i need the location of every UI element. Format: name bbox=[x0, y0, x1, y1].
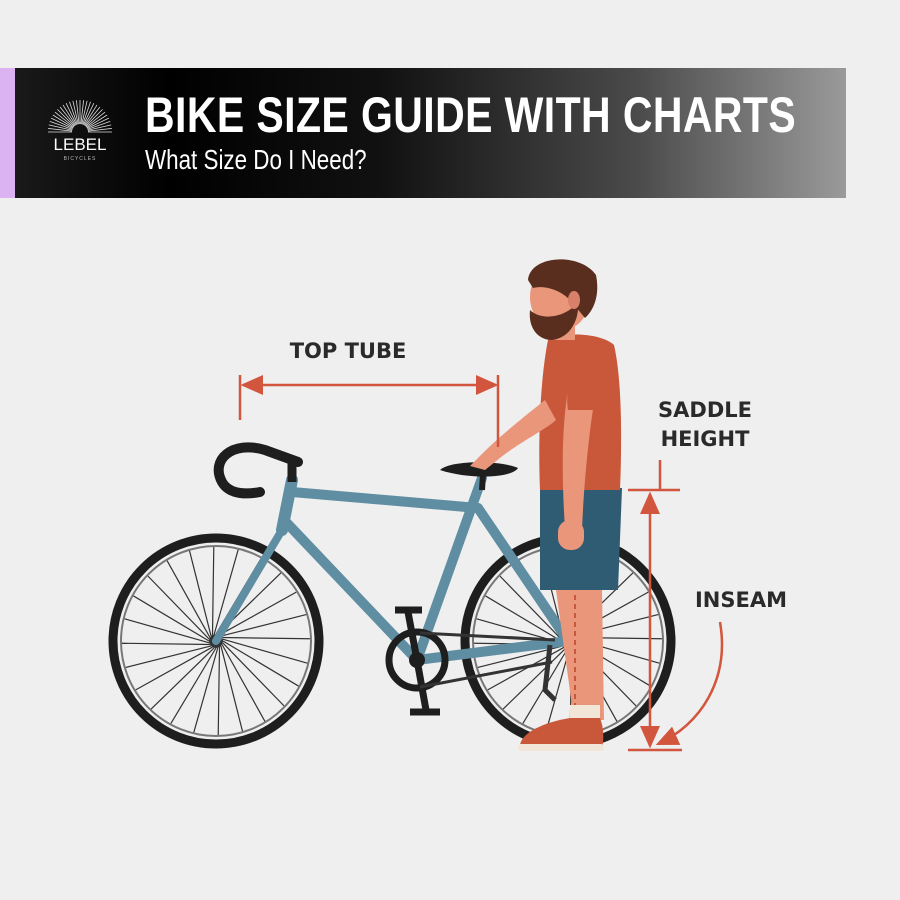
spoke bbox=[135, 646, 213, 691]
spoke bbox=[485, 595, 562, 642]
spoke bbox=[125, 645, 212, 669]
logo-ray bbox=[48, 124, 73, 131]
logo-ray bbox=[85, 109, 103, 127]
spoke bbox=[221, 644, 266, 722]
spoke bbox=[222, 642, 285, 707]
header-banner: LEBEL BICYCLES BIKE SIZE GUIDE WITH CHAR… bbox=[0, 68, 846, 198]
saddle-height-measure bbox=[628, 460, 724, 752]
spoke bbox=[502, 647, 567, 710]
logo-ray bbox=[87, 121, 111, 130]
spoke bbox=[222, 640, 299, 687]
logo-ray bbox=[87, 124, 112, 131]
logo-ray bbox=[80, 100, 84, 125]
logo-ray bbox=[86, 114, 108, 129]
spoke bbox=[122, 642, 210, 646]
rider-figure bbox=[470, 259, 622, 751]
spoke bbox=[220, 613, 307, 637]
spoke bbox=[217, 647, 221, 735]
spoke bbox=[193, 647, 219, 733]
logo-ray bbox=[86, 111, 106, 128]
spoke bbox=[147, 575, 210, 640]
svg-text:BICYCLES: BICYCLES bbox=[64, 156, 97, 162]
spoke bbox=[211, 547, 215, 635]
spoke bbox=[124, 618, 210, 644]
accent-strip bbox=[0, 68, 15, 198]
logo-ray bbox=[87, 128, 112, 132]
page-subtitle: What Size Do I Need? bbox=[145, 144, 367, 175]
spoke bbox=[499, 575, 562, 640]
lebel-logo: LEBEL BICYCLES bbox=[48, 100, 112, 162]
logo-ray bbox=[84, 106, 101, 126]
handlebar bbox=[213, 442, 303, 499]
spoke bbox=[487, 646, 565, 691]
crankset bbox=[385, 606, 557, 716]
logo-ray bbox=[62, 104, 77, 126]
spoke bbox=[133, 595, 210, 642]
front-wheel bbox=[108, 533, 324, 749]
logo-ray bbox=[48, 128, 73, 132]
saddle-height-line1: SADDLE bbox=[658, 398, 752, 422]
spoke bbox=[220, 645, 244, 732]
spoke bbox=[545, 647, 571, 733]
logo-ray bbox=[83, 104, 98, 126]
logo-ray bbox=[69, 101, 78, 125]
spoke bbox=[188, 550, 212, 637]
logo-ray bbox=[72, 100, 79, 125]
spoke bbox=[170, 647, 217, 724]
spoke bbox=[213, 549, 239, 635]
logo-ray bbox=[76, 100, 80, 125]
spoke bbox=[222, 638, 308, 664]
saddle-height-line2: HEIGHT bbox=[660, 427, 750, 451]
spoke bbox=[166, 560, 211, 638]
page-title: BIKE SIZE GUIDE WITH CHARTS bbox=[145, 87, 797, 143]
saddle bbox=[440, 462, 518, 477]
spoke bbox=[222, 636, 310, 640]
spoke bbox=[219, 591, 297, 636]
inseam-label: INSEAM bbox=[694, 588, 787, 612]
logo-ray bbox=[59, 106, 76, 126]
logo-ray bbox=[83, 102, 95, 125]
logo-ray bbox=[87, 117, 110, 129]
svg-text:LEBEL: LEBEL bbox=[54, 135, 107, 154]
logo-ray bbox=[57, 109, 75, 127]
logo-ray bbox=[49, 121, 73, 130]
top-tube-label: TOP TUBE bbox=[289, 339, 407, 363]
saddle-height-label: SADDLE HEIGHT bbox=[640, 396, 770, 454]
logo-ray bbox=[65, 102, 77, 125]
logo-ray bbox=[81, 100, 88, 125]
spoke bbox=[150, 647, 215, 710]
bike-frame bbox=[212, 473, 573, 665]
logo-ray bbox=[54, 111, 74, 128]
logo-ray bbox=[52, 114, 74, 129]
logo-ray bbox=[82, 101, 91, 125]
logo-ray bbox=[50, 117, 73, 129]
top-tube-measure bbox=[238, 375, 500, 447]
